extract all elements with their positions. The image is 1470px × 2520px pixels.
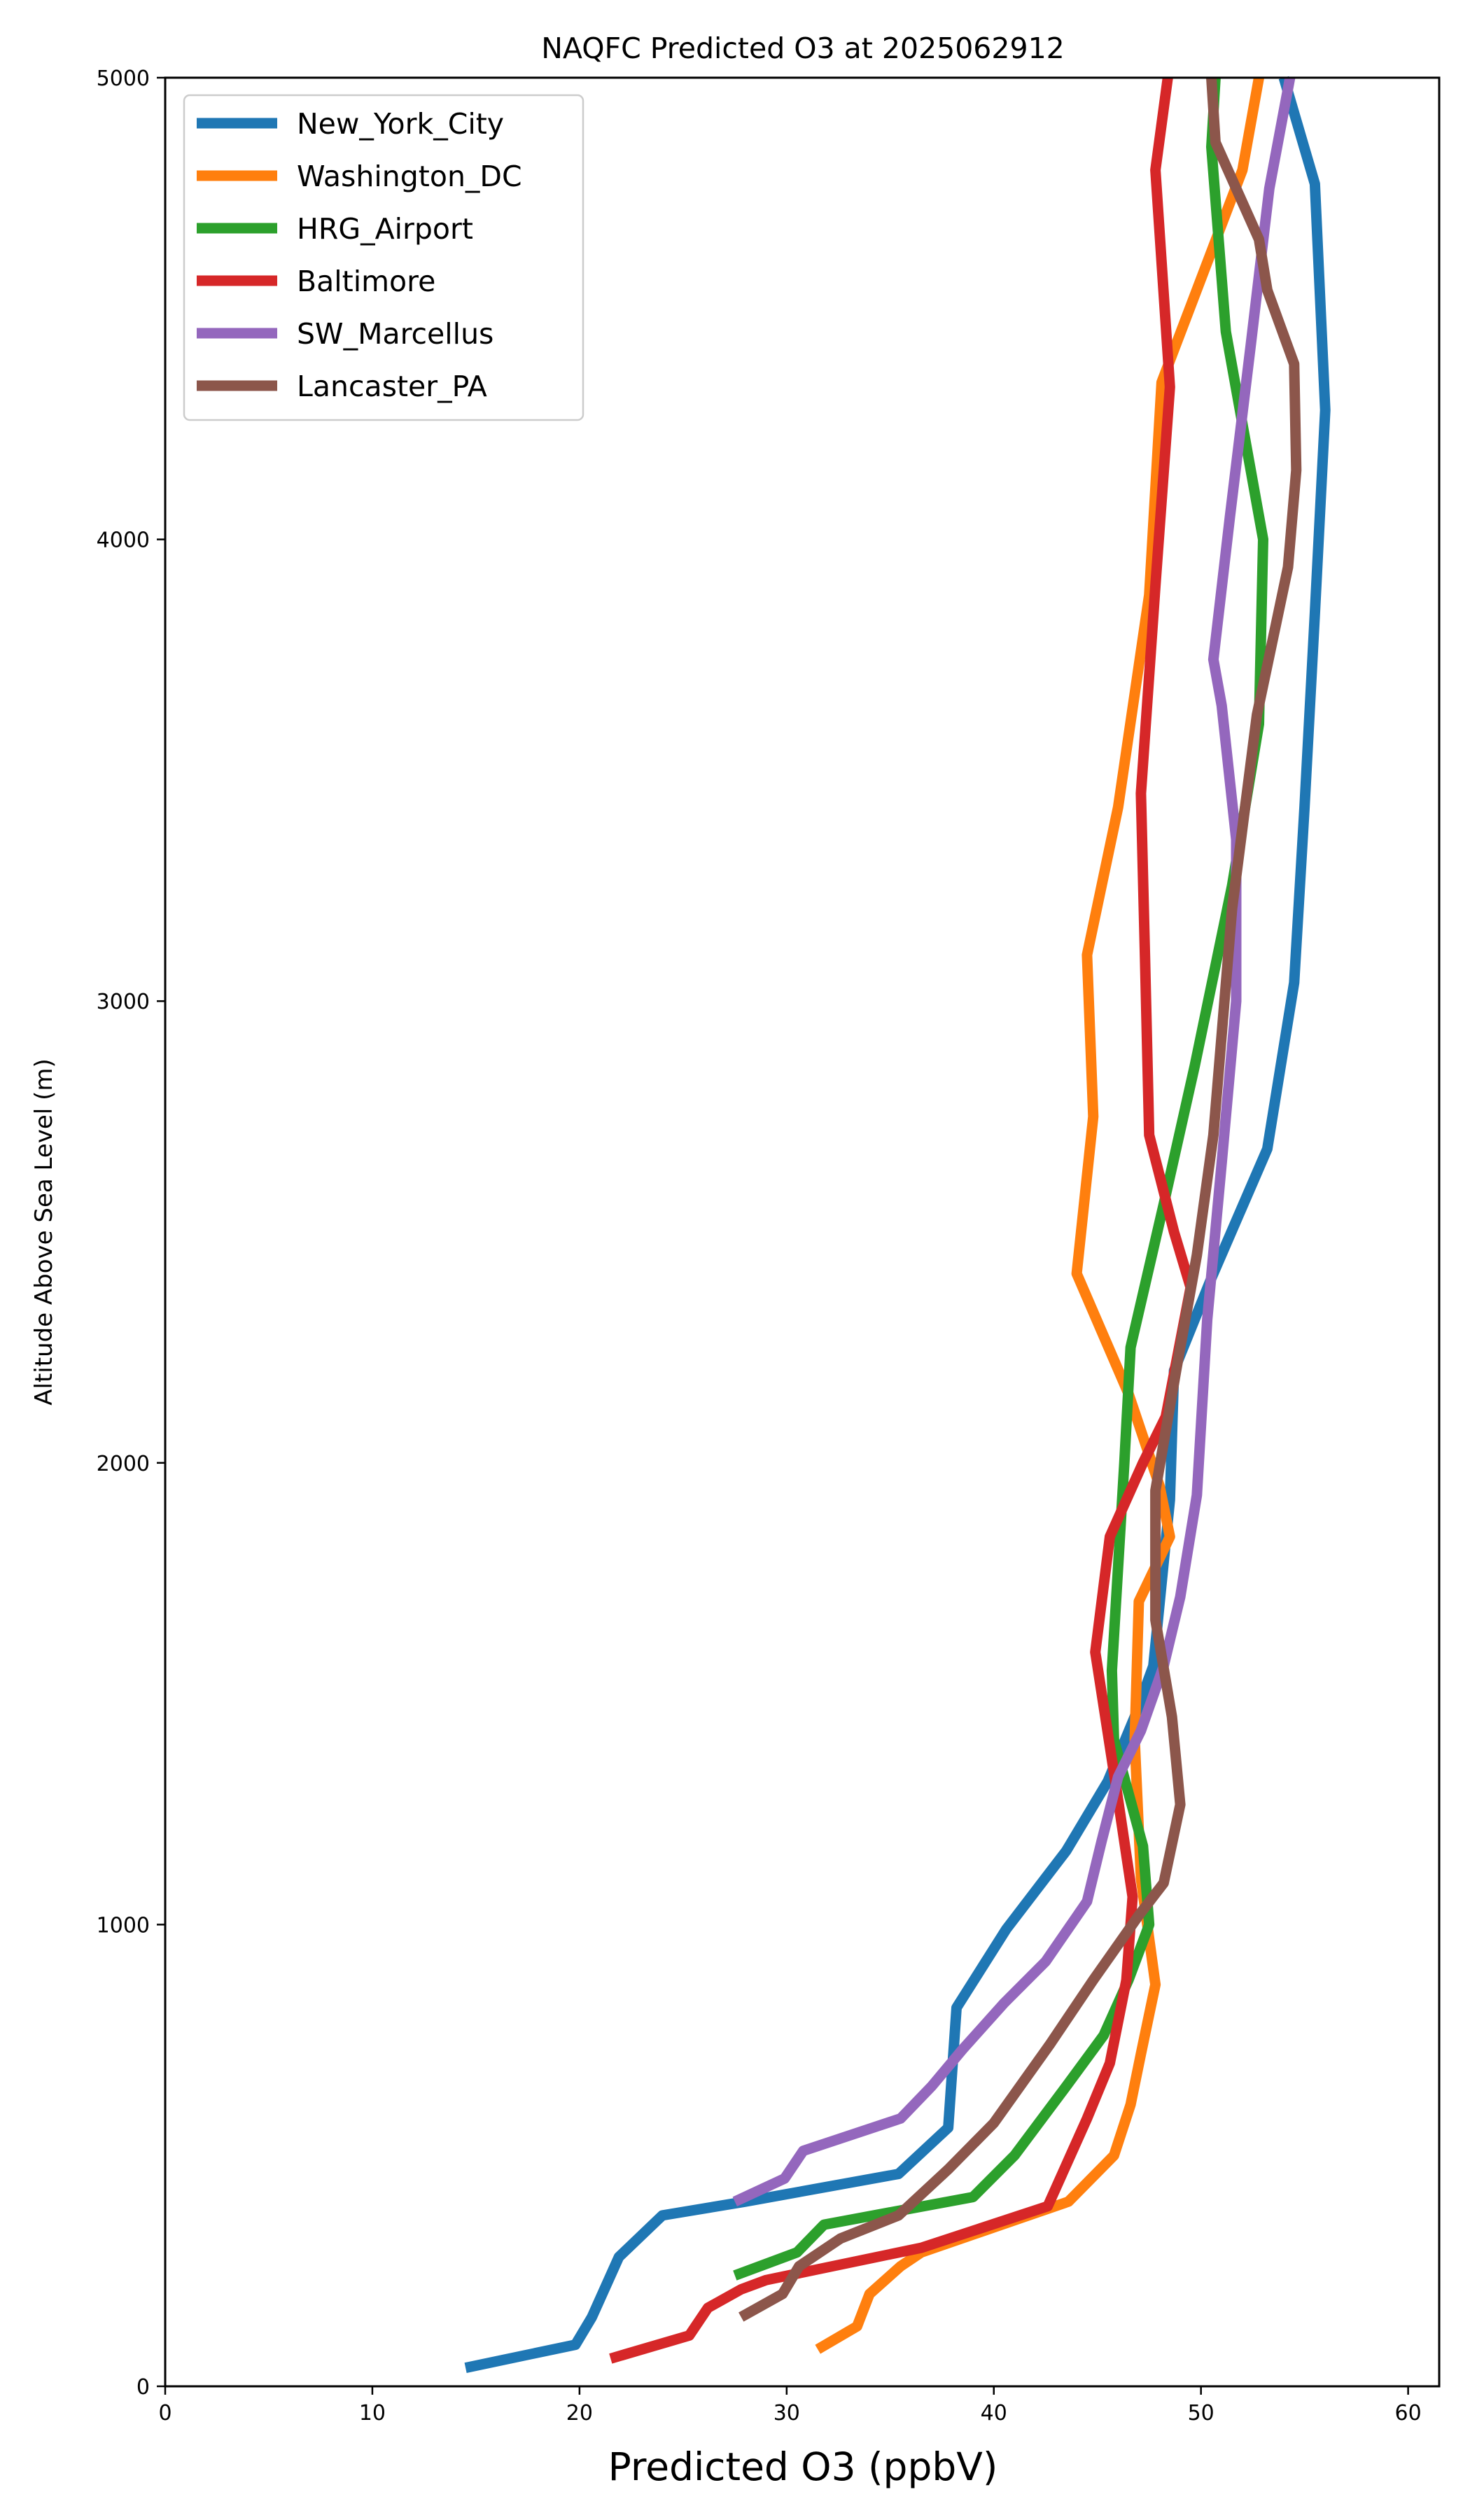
legend-label: New_York_City [297,107,504,141]
chart-title: NAQFC Predicted O3 at 2025062912 [541,31,1065,65]
y-tick-label: 2000 [97,1452,150,1476]
legend-label: Baltimore [297,265,435,298]
y-axis-label: Altitude Above Sea Level (m) [30,1058,58,1406]
series-layer [464,76,1331,2373]
legend-label: Lancaster_PA [297,370,487,403]
legend-label: SW_Marcellus [297,317,493,351]
series-line-hrg-airport [733,77,1268,2281]
y-tick-label: 4000 [97,528,150,553]
y-tick-label: 1000 [97,1913,150,1938]
y-tick-label: 0 [136,2375,150,2400]
legend-label: HRG_Airport [297,212,473,246]
x-tick-label: 40 [981,2401,1007,2426]
x-tick-label: 50 [1188,2401,1214,2426]
legend-label: Washington_DC [297,160,522,193]
plot-frame [164,76,1441,2388]
series-line-washington-dc [815,76,1264,2354]
x-tick-label: 10 [359,2401,386,2426]
y-axis-ticks: 0 1000 2000 3000 4000 5000 [97,66,165,2400]
x-tick-label: 0 [158,2401,172,2426]
x-axis-ticks: 0 10 20 30 40 50 60 [158,2386,1422,2426]
legend: New_York_City Washington_DC HRG_Airport Bal… [183,94,584,421]
x-tick-label: 30 [774,2401,800,2426]
y-tick-label: 5000 [97,66,150,91]
x-tick-label: 60 [1395,2401,1422,2426]
legend-frame [183,94,584,421]
x-tick-label: 20 [566,2401,593,2426]
series-line-lancaster-pa [738,77,1302,2322]
x-axis-label: Predicted O3 (ppbV) [608,2444,998,2489]
y-tick-label: 3000 [97,990,150,1014]
